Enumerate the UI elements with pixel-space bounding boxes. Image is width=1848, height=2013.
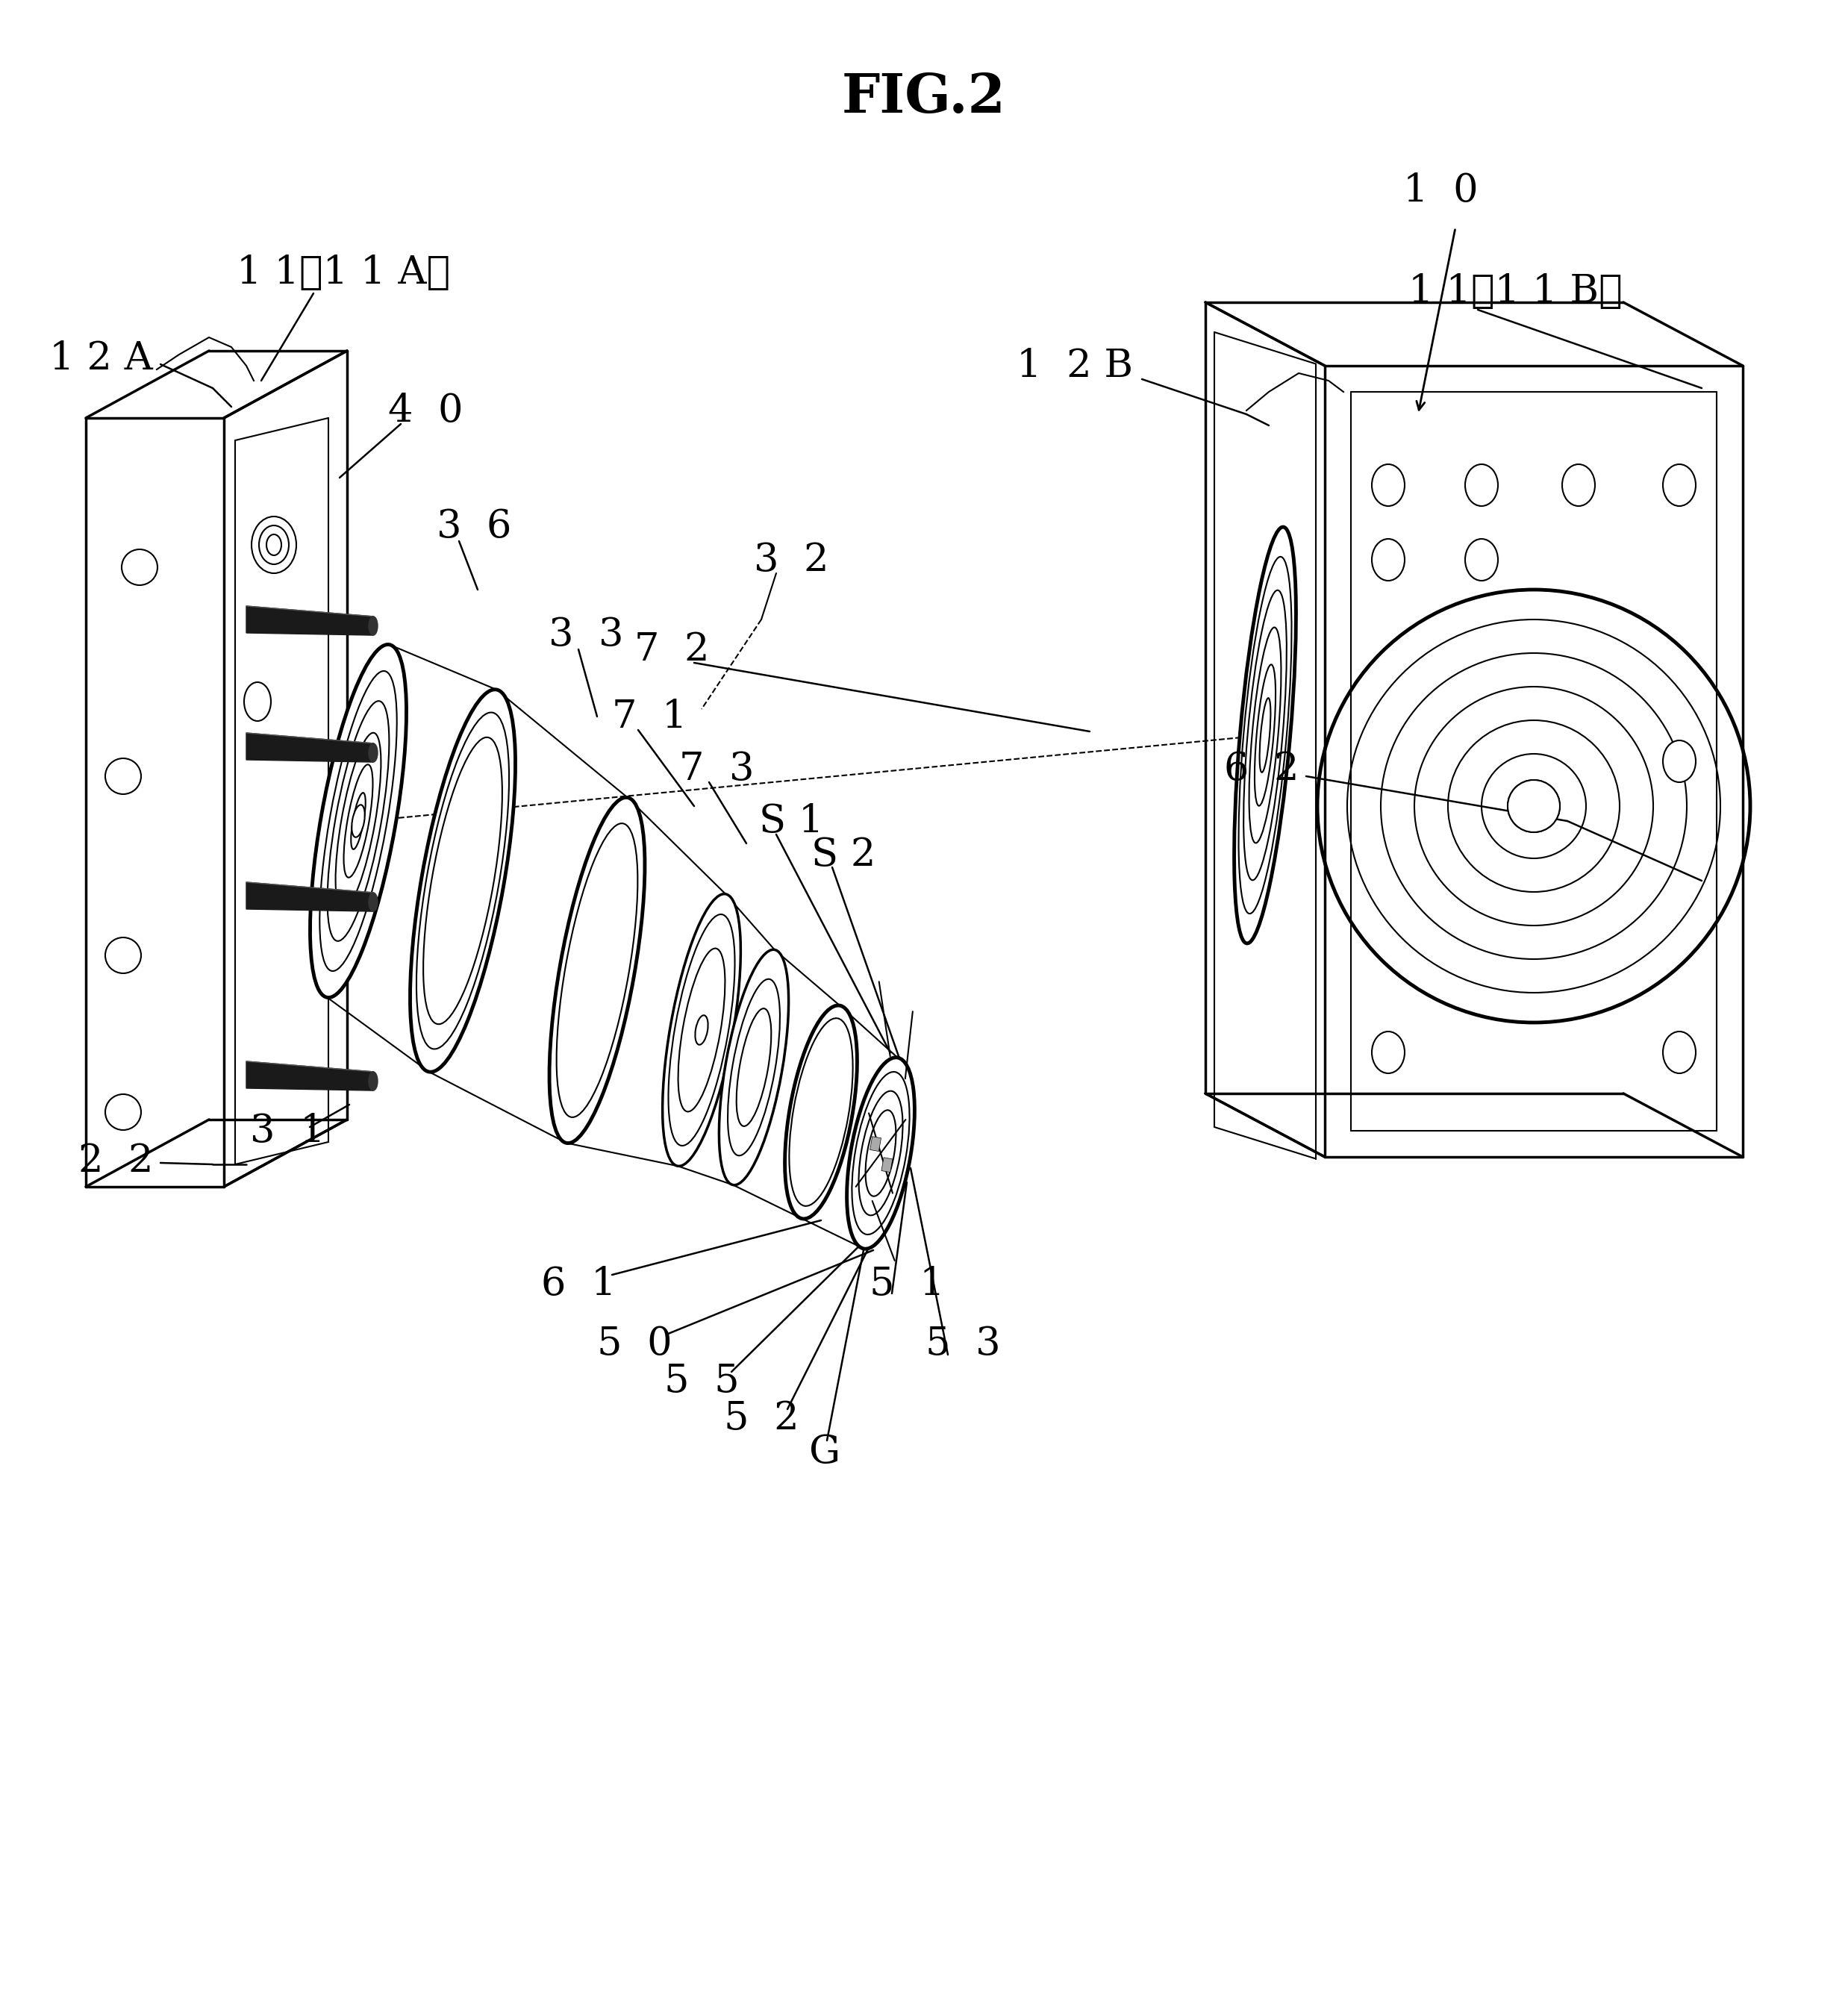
Text: 7  1: 7 1	[612, 696, 687, 735]
Ellipse shape	[846, 1057, 915, 1248]
Polygon shape	[246, 882, 373, 912]
Ellipse shape	[1371, 1031, 1404, 1073]
Ellipse shape	[259, 525, 288, 564]
Ellipse shape	[728, 978, 780, 1155]
Ellipse shape	[1465, 539, 1499, 580]
Ellipse shape	[266, 533, 281, 556]
Polygon shape	[246, 1061, 373, 1091]
Ellipse shape	[370, 1071, 377, 1091]
Text: 1 1（1 1 A）: 1 1（1 1 A）	[237, 254, 451, 292]
Ellipse shape	[549, 797, 645, 1143]
Polygon shape	[870, 1137, 881, 1151]
Ellipse shape	[719, 950, 789, 1186]
Ellipse shape	[105, 938, 140, 974]
Ellipse shape	[423, 737, 503, 1025]
Polygon shape	[246, 606, 373, 636]
Ellipse shape	[669, 914, 736, 1145]
Ellipse shape	[344, 765, 373, 878]
Ellipse shape	[410, 690, 516, 1073]
Text: 3  6: 3 6	[436, 507, 512, 546]
Text: 5  3: 5 3	[926, 1325, 1000, 1363]
Ellipse shape	[370, 743, 377, 763]
Ellipse shape	[1238, 558, 1292, 914]
Text: 5  2: 5 2	[724, 1399, 798, 1437]
Text: S 1: S 1	[760, 801, 824, 839]
Text: 5  5: 5 5	[663, 1361, 739, 1399]
Text: 5  0: 5 0	[597, 1325, 673, 1363]
Ellipse shape	[1234, 527, 1295, 944]
Ellipse shape	[737, 1009, 771, 1125]
Text: 1  0: 1 0	[1403, 171, 1478, 209]
Ellipse shape	[1562, 465, 1595, 505]
Ellipse shape	[336, 733, 381, 910]
Ellipse shape	[859, 1091, 902, 1216]
Text: 1 2 A: 1 2 A	[50, 340, 153, 376]
Ellipse shape	[320, 670, 397, 970]
Text: 1  2 B: 1 2 B	[1016, 346, 1133, 384]
Polygon shape	[246, 733, 373, 763]
Ellipse shape	[105, 759, 140, 795]
Ellipse shape	[556, 823, 638, 1117]
Ellipse shape	[1371, 465, 1404, 505]
Ellipse shape	[310, 644, 407, 998]
Ellipse shape	[1663, 1031, 1696, 1073]
Ellipse shape	[327, 701, 390, 940]
Text: S 2: S 2	[811, 835, 876, 874]
Text: G: G	[809, 1433, 841, 1472]
Text: FIG.2: FIG.2	[843, 70, 1005, 123]
Ellipse shape	[351, 805, 364, 837]
Ellipse shape	[105, 1095, 140, 1129]
Ellipse shape	[416, 713, 508, 1049]
Ellipse shape	[370, 616, 377, 636]
Text: 4  0: 4 0	[388, 391, 464, 429]
Text: 7  3: 7 3	[678, 749, 754, 787]
Text: 5  1: 5 1	[869, 1264, 944, 1302]
Ellipse shape	[695, 1015, 708, 1045]
Ellipse shape	[662, 894, 741, 1166]
Ellipse shape	[122, 550, 157, 586]
Ellipse shape	[351, 793, 366, 849]
Ellipse shape	[244, 682, 272, 721]
Text: 6  2: 6 2	[1223, 749, 1299, 787]
Text: 3  3: 3 3	[549, 616, 623, 654]
Ellipse shape	[1249, 628, 1281, 843]
Ellipse shape	[1663, 465, 1696, 505]
Ellipse shape	[1465, 465, 1499, 505]
Ellipse shape	[852, 1071, 909, 1234]
Ellipse shape	[1244, 590, 1286, 880]
Text: 7  2: 7 2	[634, 630, 710, 668]
Text: 6  1: 6 1	[541, 1264, 615, 1302]
Ellipse shape	[1508, 779, 1560, 831]
Text: 3  1: 3 1	[249, 1111, 325, 1149]
Ellipse shape	[370, 892, 377, 912]
Ellipse shape	[1371, 539, 1404, 580]
Ellipse shape	[1255, 664, 1275, 805]
Ellipse shape	[1260, 699, 1271, 773]
Text: 2  2: 2 2	[78, 1141, 153, 1180]
Ellipse shape	[865, 1109, 896, 1196]
Ellipse shape	[785, 1004, 857, 1218]
Ellipse shape	[1663, 741, 1696, 783]
Text: 1 1（1 1 B）: 1 1（1 1 B）	[1408, 272, 1623, 310]
Ellipse shape	[678, 948, 724, 1111]
Text: 3  2: 3 2	[754, 541, 828, 580]
Ellipse shape	[251, 517, 296, 574]
Ellipse shape	[789, 1019, 852, 1206]
Polygon shape	[881, 1157, 893, 1172]
